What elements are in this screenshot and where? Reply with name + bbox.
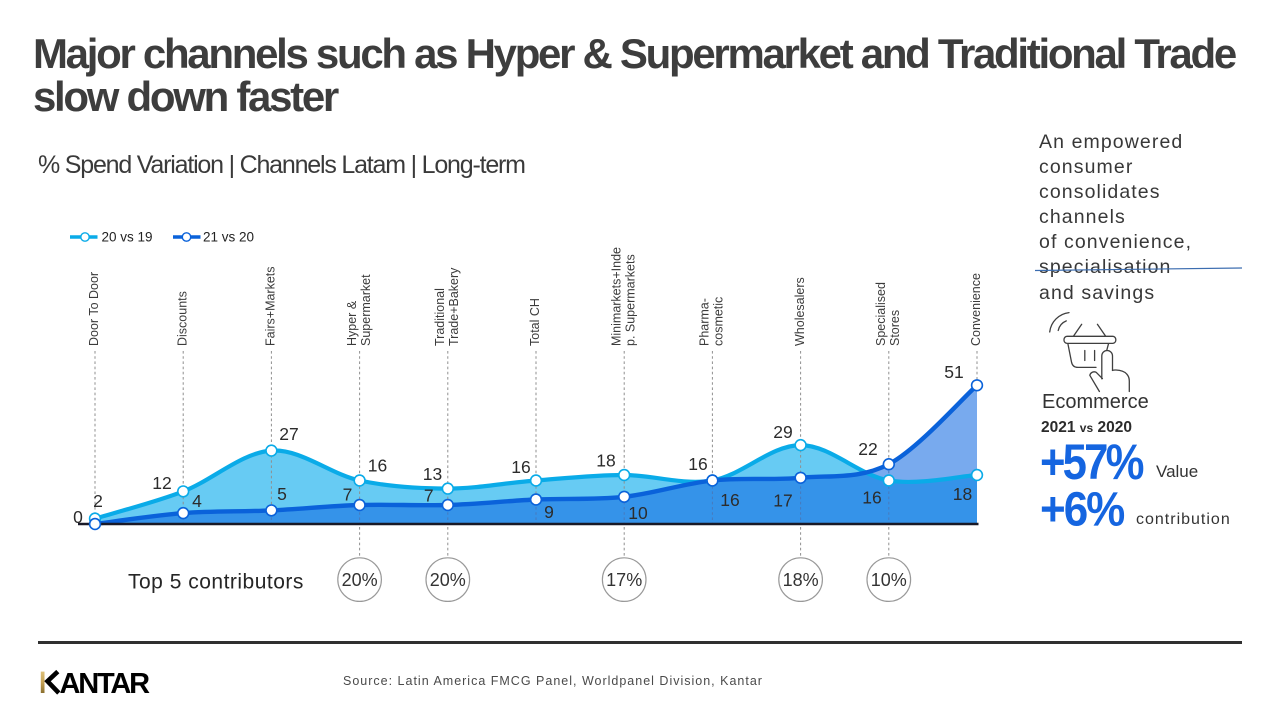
svg-text:20%: 20% <box>430 570 466 590</box>
svg-text:27: 27 <box>279 424 298 444</box>
svg-text:10%: 10% <box>871 570 907 590</box>
svg-text:51: 51 <box>944 362 963 382</box>
svg-text:Minimarkets+Inde: Minimarkets+Inde <box>609 247 623 346</box>
svg-text:Total CH: Total CH <box>528 298 542 346</box>
svg-text:Fairs+Markets: Fairs+Markets <box>264 266 278 346</box>
svg-text:18%: 18% <box>783 570 819 590</box>
svg-text:Convenience: Convenience <box>969 273 983 346</box>
svg-text:10: 10 <box>628 503 648 523</box>
svg-text:p. Supermarkets: p. Supermarkets <box>623 254 637 346</box>
svg-text:16: 16 <box>720 490 739 510</box>
svg-text:ANTAR: ANTAR <box>60 668 151 700</box>
svg-text:Hyper &: Hyper & <box>345 300 359 346</box>
svg-text:Traditional: Traditional <box>433 288 447 346</box>
svg-text:18: 18 <box>596 451 615 471</box>
svg-text:12: 12 <box>152 473 171 493</box>
svg-text:16: 16 <box>511 457 530 477</box>
svg-text:2: 2 <box>93 491 103 511</box>
svg-text:16: 16 <box>688 454 707 474</box>
svg-text:20%: 20% <box>342 570 378 590</box>
svg-text:17: 17 <box>773 491 792 511</box>
svg-text:4: 4 <box>192 491 202 511</box>
svg-text:Discounts: Discounts <box>175 291 189 346</box>
svg-text:Pharma-: Pharma- <box>698 298 712 346</box>
svg-text:5: 5 <box>277 484 287 504</box>
svg-text:Specialised: Specialised <box>874 282 888 346</box>
svg-text:Door To Door: Door To Door <box>87 272 101 346</box>
svg-text:18: 18 <box>953 484 972 504</box>
svg-text:7: 7 <box>424 486 434 506</box>
svg-text:21 vs 20: 21 vs 20 <box>203 230 254 245</box>
svg-text:Supermarket: Supermarket <box>359 274 373 346</box>
svg-text:9: 9 <box>544 502 554 522</box>
svg-text:cosmetic: cosmetic <box>712 297 726 346</box>
svg-text:29: 29 <box>773 422 792 442</box>
svg-text:0: 0 <box>73 507 83 527</box>
svg-text:16: 16 <box>862 488 881 508</box>
svg-text:7: 7 <box>343 485 353 505</box>
svg-text:22: 22 <box>858 439 877 459</box>
svg-text:20 vs 19: 20 vs 19 <box>102 230 153 245</box>
svg-text:17%: 17% <box>606 570 642 590</box>
svg-text:Trade+Bakery: Trade+Bakery <box>447 267 461 346</box>
svg-text:13: 13 <box>423 464 442 484</box>
svg-text:Top 5 contributors: Top 5 contributors <box>128 571 304 594</box>
svg-text:16: 16 <box>368 456 387 476</box>
svg-text:Stores: Stores <box>888 310 902 346</box>
svg-text:Wholesalers: Wholesalers <box>793 277 807 346</box>
